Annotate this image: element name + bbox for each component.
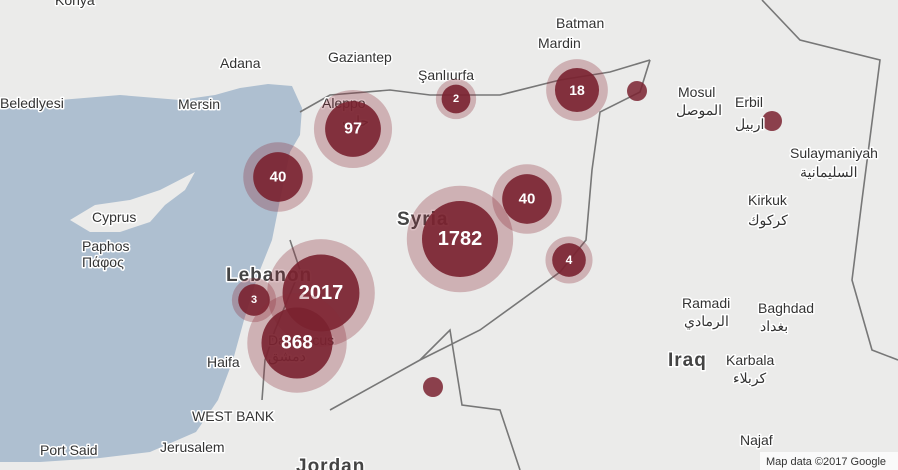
cluster[interactable]: 2017 [267,239,375,347]
cluster-count: 40 [270,169,287,186]
cluster-circle [554,67,600,113]
region-label: Jordan [296,456,365,470]
cyprus-island [70,172,195,232]
cluster[interactable]: 40 [492,164,562,234]
place-label: اربيل [735,116,764,133]
cluster-circle [502,174,552,224]
place-label: السليمانية [800,164,858,180]
cluster[interactable]: 1782 [406,185,514,293]
place-label: Kirkuk [748,192,788,208]
place-label: Konya [55,0,95,8]
single-markers [423,81,782,397]
place-label: Şanlıurfa [418,67,474,83]
place-label: بغداد [760,318,788,334]
place-label: الرمادي [684,313,729,330]
cluster-count: 2 [453,93,459,105]
marker[interactable] [627,81,647,101]
attribution: Map data ©2017 Google [766,456,886,468]
marker[interactable] [762,111,782,131]
cluster[interactable]: 3 [231,277,277,323]
place-labels: Konya Batman Gaziantep Şanlıurfa Mardin Adana… [0,0,879,470]
place-label: كربلاء [733,370,767,387]
place-label: Jerusalem [160,439,225,455]
place-label: كركوك [748,212,788,229]
place-label: Paphos [82,238,129,254]
place-label: Gaziantep [328,49,392,65]
attribution-bg [760,452,898,470]
border [419,328,521,470]
cluster[interactable]: 2 [435,78,477,120]
place-label: Erbil [735,94,763,110]
border [329,59,651,411]
marker[interactable] [423,377,443,397]
place-label: Karbala [726,352,774,368]
cluster-count: 1782 [438,228,483,250]
place-label: Adana [220,55,261,71]
place-label: Mosul [678,84,715,100]
place-label: الموصل [676,102,722,119]
cluster-circle [421,200,499,278]
border [761,0,898,361]
place-label: Cyprus [92,209,136,225]
cluster-circle [261,307,333,379]
cluster[interactable]: 18 [546,59,608,121]
place-label: Sulaymaniyah [790,145,878,161]
place-label: Ramadi [682,295,730,311]
place-label: Mersin [178,96,220,112]
clusters: 2 18 97 40 40 1782 4 2017 3 868 [231,59,608,393]
cluster[interactable]: 868 [247,293,347,393]
place-label: Beledlyesi [0,95,64,111]
region-label: Iraq [668,350,707,371]
cluster-count: 3 [251,294,257,306]
place-label: Mardin [538,35,581,51]
sea [0,84,302,462]
cluster-circle [325,101,381,157]
cluster-count: 40 [519,191,536,208]
cluster[interactable]: 40 [243,142,313,212]
cluster-count: 4 [566,253,573,267]
place-label: Najaf [740,432,773,448]
cluster-circle [253,152,303,202]
cluster-count: 97 [344,121,362,138]
place-label: Baghdad [758,300,814,316]
place-label: Πάφος [82,254,124,270]
place-label: Haifa [207,354,240,370]
place-label: WEST BANK [192,408,275,424]
cluster-count: 18 [569,82,585,98]
cluster[interactable]: 97 [313,89,393,169]
place-label: Batman [556,15,604,31]
cluster-count: 2017 [299,282,344,304]
cluster-circle [441,84,471,114]
cluster[interactable]: 4 [545,236,593,284]
cluster-count: 868 [281,333,313,354]
cluster-circle [552,243,586,277]
place-label: Port Said [40,442,98,458]
cluster-circle [238,284,270,316]
